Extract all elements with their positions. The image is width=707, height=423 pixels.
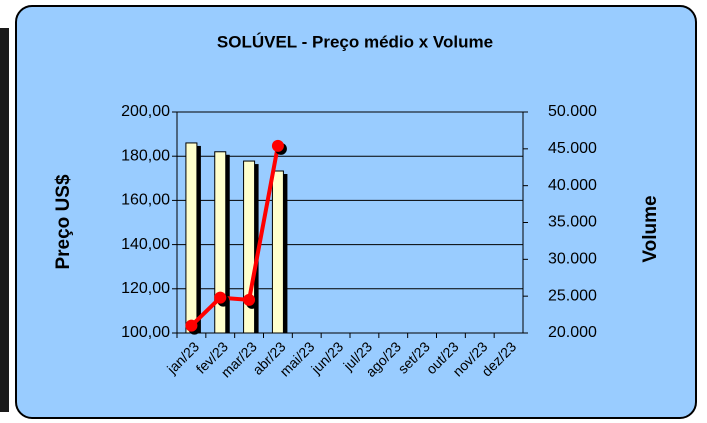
y2-tick-label: 45.000 [548, 140, 597, 157]
y2-axis-title: Volume [640, 195, 661, 262]
line-series [190, 145, 280, 328]
y2-tick-label: 30.000 [548, 251, 597, 268]
bar [271, 170, 284, 334]
marker [214, 291, 227, 304]
y-tick-label: 200,00 [121, 103, 170, 120]
y-tick-label: 140,00 [121, 236, 170, 253]
y2-tick-label: 25.000 [548, 287, 597, 304]
y2-tick-label: 40.000 [548, 177, 597, 194]
y-tick-label: 120,00 [121, 280, 170, 297]
y2-tick-label: 50.000 [548, 103, 597, 120]
edge-strip [0, 28, 9, 412]
marker [271, 139, 284, 152]
marker [243, 293, 256, 306]
y-tick-label: 160,00 [121, 192, 170, 209]
marker [185, 319, 198, 332]
bar [214, 151, 227, 334]
bar [185, 142, 198, 334]
chart-title: SOLÚVEL - Preço médio x Volume [217, 32, 493, 51]
y-axis-title: Preço US$ [53, 174, 74, 269]
bar [243, 160, 256, 334]
y-tick-label: 100,00 [121, 324, 170, 341]
y2-tick-label: 20.000 [548, 324, 597, 341]
y2-tick-label: 35.000 [548, 214, 597, 231]
y-tick-label: 180,00 [121, 147, 170, 164]
